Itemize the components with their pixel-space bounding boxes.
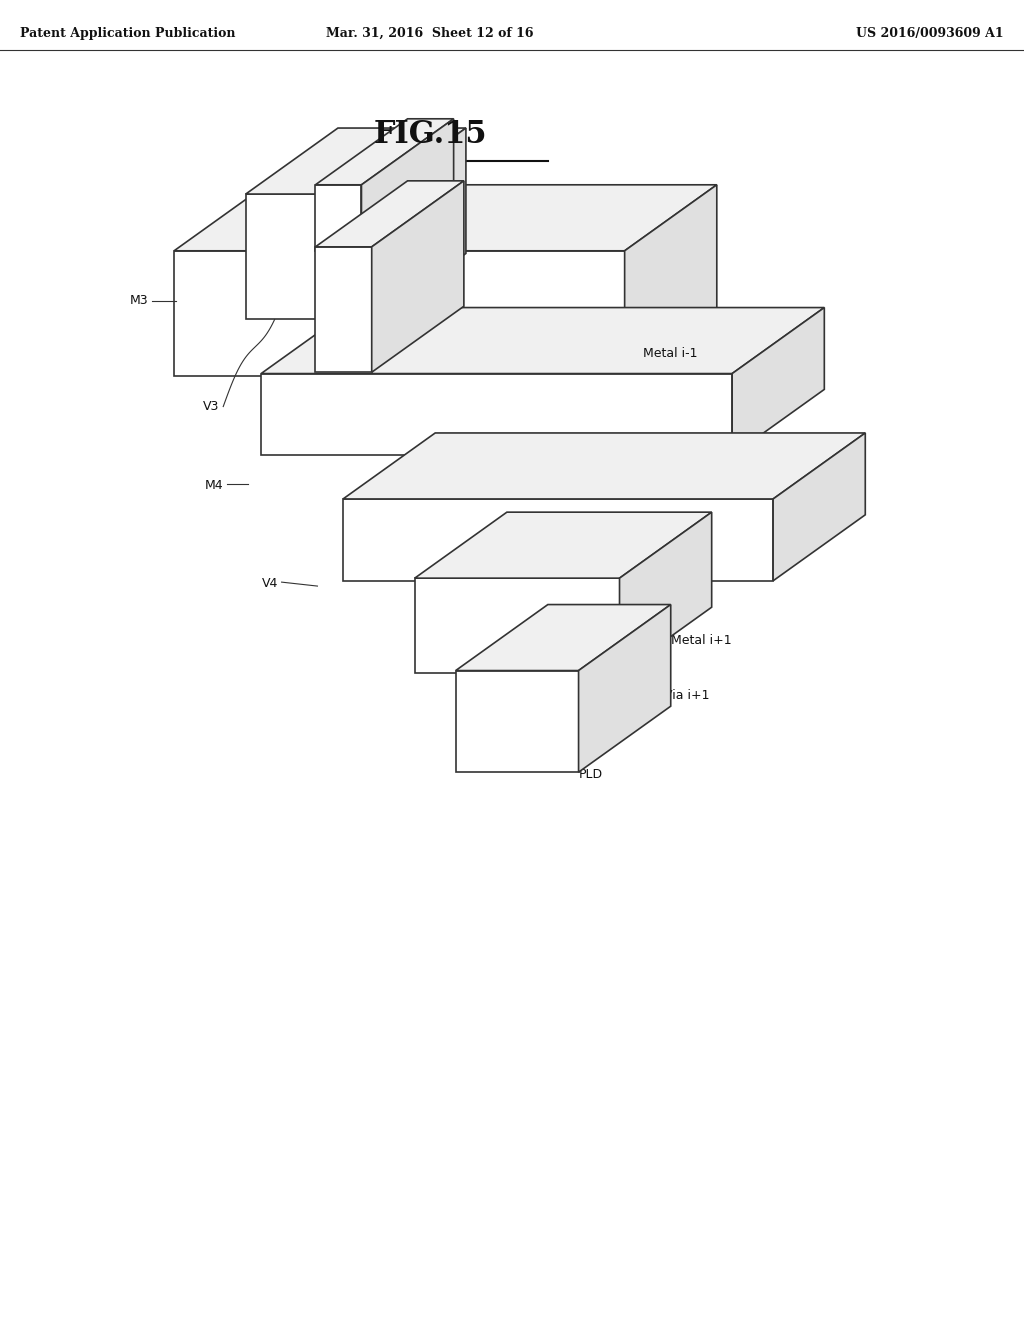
Polygon shape	[343, 433, 865, 499]
Polygon shape	[174, 251, 625, 376]
Polygon shape	[315, 247, 372, 372]
Text: Via i+1: Via i+1	[664, 689, 709, 702]
Text: PI: PI	[394, 223, 404, 236]
Text: Metal i+1: Metal i+1	[671, 634, 731, 647]
Polygon shape	[579, 605, 671, 772]
Polygon shape	[773, 433, 865, 581]
Polygon shape	[343, 499, 773, 581]
Text: Metal 3: Metal 3	[671, 506, 717, 519]
Polygon shape	[415, 578, 620, 673]
Polygon shape	[456, 671, 579, 772]
Polygon shape	[620, 512, 712, 673]
Polygon shape	[625, 185, 717, 376]
Text: M4: M4	[205, 479, 223, 492]
Text: M3: M3	[130, 294, 148, 308]
Polygon shape	[361, 119, 454, 251]
Polygon shape	[246, 194, 374, 319]
Polygon shape	[415, 512, 712, 578]
Text: Mar. 31, 2016  Sheet 12 of 16: Mar. 31, 2016 Sheet 12 of 16	[327, 26, 534, 40]
Polygon shape	[732, 308, 824, 455]
Text: Metal i-1: Metal i-1	[643, 347, 697, 360]
Text: PLD: PLD	[579, 768, 603, 781]
Polygon shape	[261, 308, 824, 374]
Polygon shape	[246, 128, 466, 194]
Text: V3: V3	[203, 400, 219, 413]
Text: V4: V4	[262, 577, 279, 590]
Text: FIG.15: FIG.15	[374, 119, 486, 150]
Polygon shape	[374, 128, 466, 319]
Polygon shape	[174, 185, 717, 251]
Polygon shape	[315, 185, 361, 251]
Polygon shape	[456, 605, 671, 671]
Text: US 2016/0093609 A1: US 2016/0093609 A1	[856, 26, 1004, 40]
Polygon shape	[261, 374, 732, 455]
Text: Patent Application Publication: Patent Application Publication	[20, 26, 236, 40]
Text: Via i: Via i	[664, 556, 690, 569]
Polygon shape	[315, 181, 464, 247]
Polygon shape	[315, 119, 454, 185]
Polygon shape	[372, 181, 464, 372]
